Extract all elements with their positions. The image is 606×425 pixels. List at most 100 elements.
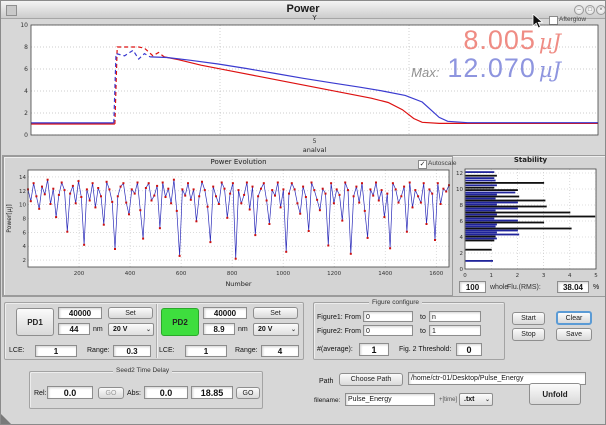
fig2-to-field[interactable]: 1	[429, 325, 481, 336]
pd-divider	[156, 304, 157, 358]
whole-label: whole	[490, 284, 508, 291]
svg-text:6: 6	[24, 66, 28, 73]
pd2-wavelength-field[interactable]: 8.9	[203, 323, 235, 335]
svg-text:4: 4	[568, 273, 572, 279]
pd2-lce-field[interactable]: 1	[185, 345, 227, 357]
svg-text:10: 10	[20, 22, 28, 29]
time-suffix-label: +[time]	[439, 397, 457, 403]
filename-label: filename:	[314, 397, 340, 404]
pd1-lce-field[interactable]: 1	[35, 345, 77, 357]
fig1-from-field[interactable]: 0	[363, 311, 413, 322]
current-energy-unit: µJ	[539, 30, 561, 54]
pd1-voltage-dropdown[interactable]: 20 V ⌄	[108, 323, 154, 336]
pd2-nm-label: nm	[238, 326, 248, 333]
svg-text:4: 4	[23, 244, 27, 250]
svg-text:Number: Number	[225, 280, 251, 288]
svg-text:1: 1	[489, 273, 493, 279]
svg-text:8: 8	[460, 203, 464, 209]
svg-text:2: 2	[24, 110, 28, 117]
average-label: #(average):	[317, 346, 353, 353]
svg-text:2: 2	[23, 258, 27, 264]
svg-text:0: 0	[463, 273, 467, 279]
chevron-down-icon: ⌄	[291, 324, 296, 336]
clear-button[interactable]: Clear	[556, 311, 592, 325]
threshold-field[interactable]: 0	[456, 343, 482, 356]
pd2-range-label: Range:	[235, 347, 258, 354]
svg-text:Power Evolution: Power Evolution	[210, 158, 266, 166]
svg-text:1400: 1400	[378, 271, 392, 277]
fig2-from-label: Figure2: From	[317, 328, 361, 335]
pd1-set-button[interactable]: Set	[108, 307, 153, 319]
average-field[interactable]: 1	[359, 343, 389, 356]
start-button[interactable]: Start	[512, 312, 545, 325]
svg-text:2: 2	[516, 273, 520, 279]
chevron-down-icon: ⌄	[146, 324, 151, 336]
autoscale-checkbox[interactable]: ✓	[418, 160, 427, 169]
svg-text:2: 2	[460, 251, 464, 257]
abs-label: Abs:	[127, 390, 141, 397]
rel-field[interactable]: 0.0	[47, 386, 93, 399]
svg-text:14: 14	[19, 175, 26, 181]
max-prefix: Max:	[411, 65, 439, 80]
pd1-counts-field[interactable]: 40000	[58, 307, 102, 319]
whole-count-field[interactable]: 100	[459, 281, 486, 293]
svg-text:5: 5	[594, 273, 598, 279]
svg-text:6: 6	[23, 230, 27, 236]
fig1-to-field[interactable]: n	[429, 311, 481, 322]
path-label: Path	[319, 378, 333, 385]
svg-text:0: 0	[460, 267, 464, 273]
pd2-counts-field[interactable]: 40000	[203, 307, 247, 319]
rms-field[interactable]: 38.04	[557, 281, 589, 293]
seed2-title: Seed2 Time Delay	[113, 367, 172, 374]
pd1-lce-label: LCE:	[9, 347, 25, 354]
svg-text:1600: 1600	[429, 271, 443, 277]
unfold-button[interactable]: Unfold	[529, 383, 581, 405]
power-evolution-chart: 24681012142004006008001000120014001600Po…	[3, 156, 455, 296]
stability-chart: 012345024681012Stability	[453, 154, 606, 294]
svg-text:10: 10	[19, 203, 26, 209]
pd2-range-field[interactable]: 4	[261, 345, 299, 357]
pd1-wavelength-field[interactable]: 44	[58, 323, 90, 335]
rel-go-button[interactable]: GO	[98, 387, 124, 399]
current-energy-readout: 8.005 µJ	[381, 25, 561, 56]
abs-go-button[interactable]: GO	[236, 387, 260, 399]
svg-text:8: 8	[23, 217, 27, 223]
svg-text:Y: Y	[311, 14, 317, 22]
abs-current-field[interactable]: 18.85	[191, 386, 233, 399]
pd2-set-button[interactable]: Set	[253, 307, 298, 319]
stop-button[interactable]: Stop	[512, 328, 545, 341]
current-energy-value: 8.005	[463, 25, 536, 56]
resize-grip[interactable]	[1, 414, 11, 424]
pd1-voltage-value: 20 V	[113, 326, 127, 333]
pd1-button[interactable]: PD1	[16, 308, 54, 336]
abs-field[interactable]: 0.0	[144, 386, 188, 399]
pd1-range-field[interactable]: 0.3	[113, 345, 151, 357]
extension-dropdown[interactable]: .txt ⌄	[459, 393, 493, 406]
svg-text:0: 0	[24, 132, 28, 139]
svg-text:6: 6	[460, 219, 464, 225]
threshold-label: Fig. 2 Threshold:	[399, 346, 451, 353]
svg-text:Stability: Stability	[514, 156, 548, 164]
pd2-button[interactable]: PD2	[161, 308, 199, 336]
fig1-to-label: to	[420, 314, 426, 321]
pd1-range-label: Range:	[87, 347, 110, 354]
fig2-from-field[interactable]: 0	[363, 325, 413, 336]
svg-text:200: 200	[74, 271, 85, 277]
svg-text:800: 800	[227, 271, 238, 277]
save-button[interactable]: Save	[556, 328, 592, 341]
max-energy-value: 12.070	[447, 53, 536, 84]
choose-path-button[interactable]: Choose Path	[339, 373, 403, 386]
fig2-to-label: to	[420, 328, 426, 335]
pd2-voltage-value: 20 V	[258, 326, 272, 333]
svg-text:600: 600	[176, 271, 187, 277]
svg-text:Power[µJ]: Power[µJ]	[6, 204, 13, 232]
pd2-voltage-dropdown[interactable]: 20 V ⌄	[253, 323, 299, 336]
svg-text:12: 12	[19, 189, 26, 195]
pd1-nm-label: nm	[93, 326, 103, 333]
svg-text:1000: 1000	[276, 271, 290, 277]
svg-text:4: 4	[460, 235, 464, 241]
svg-text:1200: 1200	[327, 271, 341, 277]
pd2-lce-label: LCE:	[159, 347, 175, 354]
filename-field[interactable]: Pulse_Energy	[345, 393, 435, 406]
figure-config-title: Figure configure	[369, 299, 422, 306]
